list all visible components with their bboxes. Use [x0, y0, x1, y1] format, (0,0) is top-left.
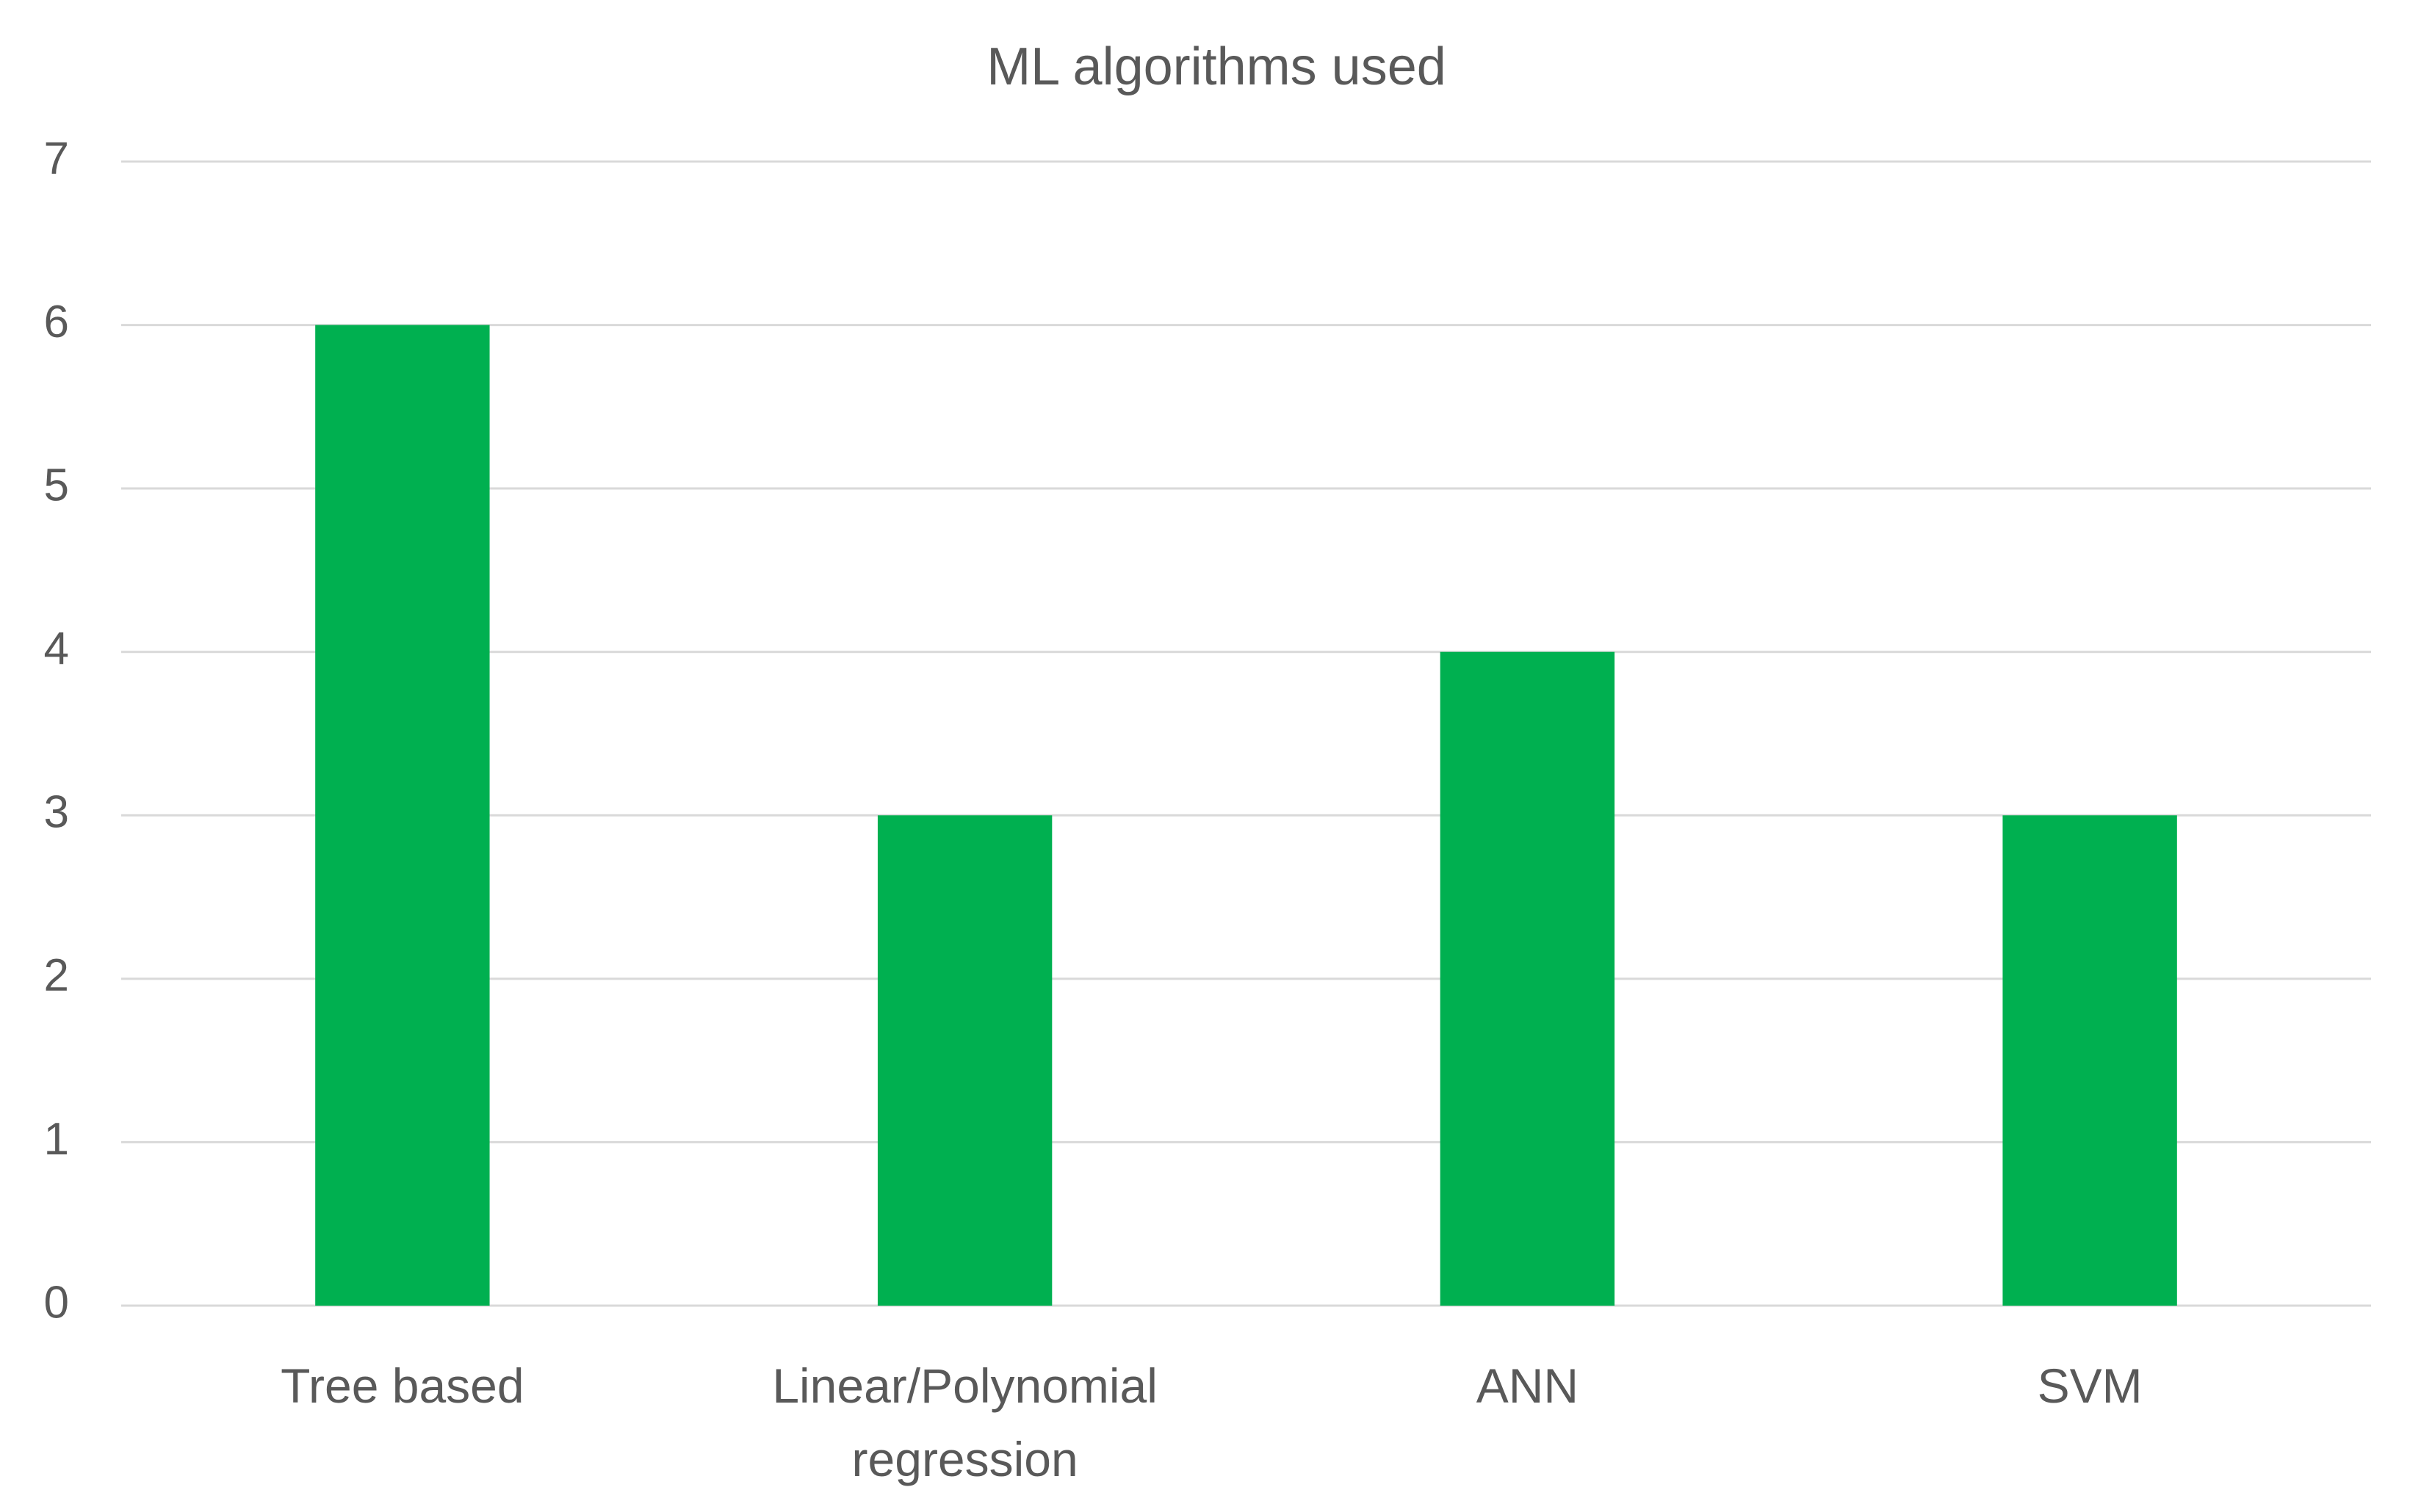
- x-tick-label: ANN: [1476, 1359, 1579, 1413]
- bar: [1440, 651, 1615, 1306]
- x-tick-label: Linear/Polynomial regression: [772, 1359, 1158, 1486]
- y-tick-label: 2: [44, 950, 69, 1001]
- bar: [2002, 815, 2177, 1306]
- x-tick-label-box: ANN: [1476, 1359, 1579, 1413]
- y-tick-label: 0: [44, 1277, 69, 1328]
- y-tick-label: 7: [44, 133, 69, 184]
- x-tick-label-box: SVM: [2037, 1359, 2143, 1413]
- bar: [315, 325, 490, 1306]
- y-tick-label: 3: [44, 787, 69, 838]
- x-tick-label: Tree based: [281, 1359, 524, 1413]
- bar: [877, 815, 1053, 1306]
- x-tick-label-box: Tree based: [281, 1359, 524, 1413]
- y-tick-label: 4: [44, 623, 69, 674]
- chart-title: ML algorithms used: [986, 37, 1446, 96]
- x-tick-label-box: Linear/Polynomial regression: [772, 1359, 1158, 1486]
- y-tick-label: 1: [44, 1114, 69, 1165]
- y-tick-label: 6: [44, 297, 69, 347]
- y-tick-label: 5: [44, 460, 69, 511]
- x-tick-label: SVM: [2037, 1359, 2143, 1413]
